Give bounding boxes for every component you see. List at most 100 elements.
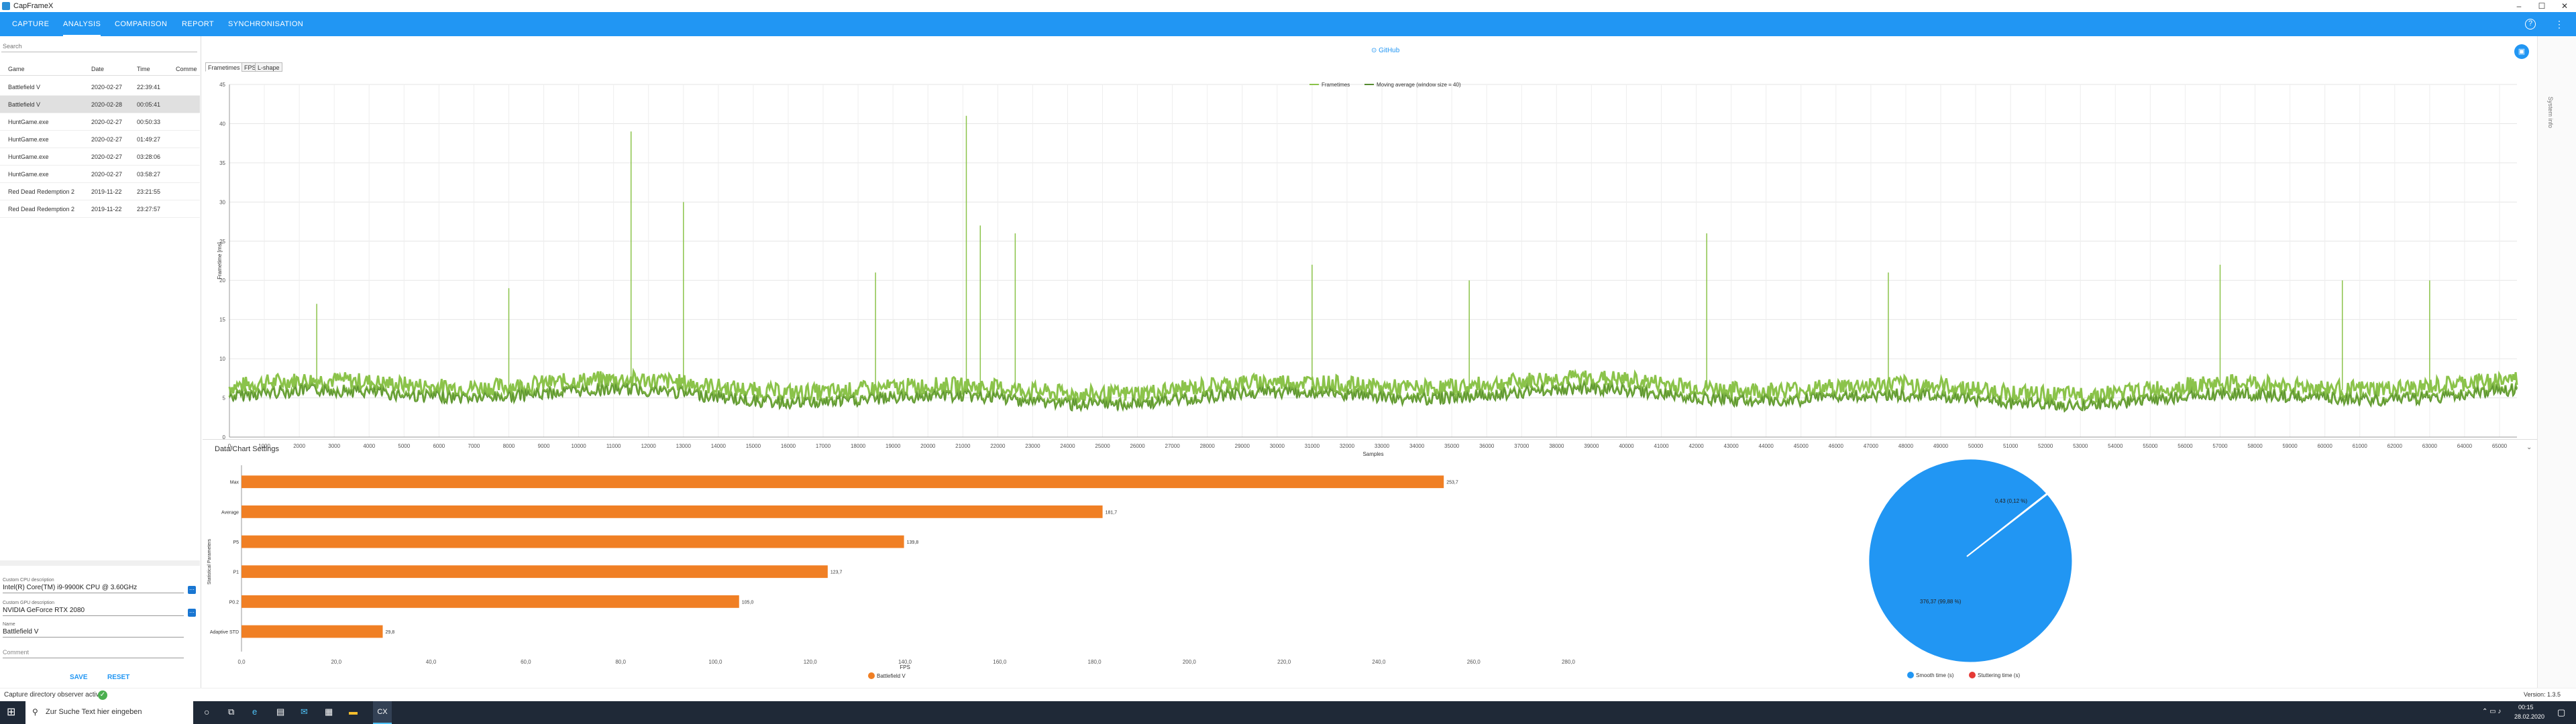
row-game: HuntGame.exe <box>8 119 49 125</box>
more-options-icon[interactable]: ⋮ <box>2555 19 2564 29</box>
y-tick-label: 15 <box>219 317 225 323</box>
analysis-panel: ⊙ GitHub ▣ Frametimes FPS L-shape 0 5 10 15… <box>203 36 2537 688</box>
gpu-options-icon[interactable]: ⋯ <box>188 609 196 617</box>
row-game: HuntGame.exe <box>8 171 49 178</box>
bar-x-axis-label: FPS <box>900 664 910 670</box>
maximize-button[interactable]: ☐ <box>2538 1 2546 11</box>
x-tick-label: 64000 <box>2457 443 2473 449</box>
github-link[interactable]: ⊙ GitHub <box>1371 47 1399 54</box>
frametime-chart[interactable]: 0 5 10 15 20 25 30 35 40 45 0 1000 2000 3000 4000 5000 6… <box>203 71 2537 467</box>
taskbar-search[interactable]: ⚲ Zur Suche Text hier eingeben <box>25 701 193 724</box>
bar-x-tick-label: 20,0 <box>331 659 341 665</box>
x-tick-label: 8000 <box>503 443 515 449</box>
cortana-icon[interactable]: ○ <box>204 707 210 717</box>
notification-icon[interactable]: ▢ <box>2557 707 2566 717</box>
x-tick-label: 24000 <box>1060 443 1075 449</box>
x-tick-label: 0 <box>228 443 231 449</box>
table-row[interactable]: Red Dead Redemption 2 2019-11-22 23:27:5… <box>0 200 200 218</box>
store-icon[interactable]: ▤ <box>276 707 285 717</box>
clock-time: 00:15 <box>2518 704 2534 711</box>
app-icon-pinned[interactable]: ▦ <box>325 707 333 717</box>
capframex-taskbar-icon[interactable]: CX <box>373 701 392 724</box>
table-row[interactable]: Red Dead Redemption 2 2019-11-22 23:21:5… <box>0 183 200 200</box>
column-comment[interactable]: Comme <box>176 66 197 72</box>
x-tick-label: 11000 <box>606 443 621 449</box>
screenshot-icon[interactable]: ▣ <box>2514 44 2529 59</box>
tab-capture[interactable]: CAPTURE <box>12 20 50 28</box>
windows-start-icon[interactable]: ⊞ <box>7 707 16 718</box>
column-date[interactable]: Date <box>91 66 105 72</box>
cpu-options-icon[interactable]: ⋯ <box>188 586 196 594</box>
bar-category-label: P5 <box>233 540 239 545</box>
cpu-description-field[interactable]: Intel(R) Core(TM) i9-9900K CPU @ 3.60GHz <box>3 584 184 593</box>
minimize-button[interactable]: – <box>2516 1 2522 11</box>
x-tick-label: 7000 <box>468 443 480 449</box>
x-tick-label: 18000 <box>851 443 866 449</box>
y-tick-label: 5 <box>223 396 226 402</box>
x-tick-label: 2000 <box>293 443 305 449</box>
chart-settings-header[interactable]: Data/Chart Settings <box>215 445 279 453</box>
table-row[interactable]: HuntGame.exe 2020-02-27 03:58:27 <box>0 166 200 183</box>
pie-legend-swatch <box>1907 672 1914 678</box>
tab-comparison[interactable]: COMPARISON <box>115 20 168 28</box>
row-game: Battlefield V <box>8 84 41 90</box>
x-tick-label: 25000 <box>1095 443 1110 449</box>
bar-x-tick-label: 160,0 <box>993 659 1007 665</box>
x-tick-label: 28000 <box>1200 443 1216 449</box>
table-row[interactable]: HuntGame.exe 2020-02-27 03:28:06 <box>0 148 200 166</box>
legend-moving-average: Moving average (window size = 40) <box>1377 82 1461 88</box>
column-time[interactable]: Time <box>137 66 150 72</box>
x-tick-label: 42000 <box>1688 443 1704 449</box>
bar-category-label: P1 <box>233 570 239 575</box>
os-taskbar: ⊞ ⚲ Zur Suche Text hier eingeben ○ ⧉ e ▤… <box>0 701 2576 724</box>
x-tick-label: 3000 <box>328 443 340 449</box>
save-button[interactable]: SAVE <box>70 674 88 681</box>
window-title: CapFrameX <box>13 2 54 10</box>
table-row[interactable]: Battlefield V 2020-02-28 00:05:41 <box>0 96 200 113</box>
x-tick-label: 13000 <box>676 443 692 449</box>
tray-icons[interactable]: ⌃ ▭ ♪ <box>2482 708 2502 715</box>
folder-icon[interactable]: ▬ <box>349 707 358 717</box>
bar-x-tick-label: 200,0 <box>1183 659 1197 665</box>
x-tick-label: 44000 <box>1759 443 1774 449</box>
row-time: 23:27:57 <box>137 206 161 213</box>
help-icon[interactable]: ? <box>2525 19 2536 29</box>
bar-x-tick-label: 60,0 <box>521 659 531 665</box>
x-tick-label: 43000 <box>1724 443 1739 449</box>
y-tick-label: 20 <box>219 278 225 284</box>
row-game: HuntGame.exe <box>8 154 49 160</box>
mail-icon[interactable]: ✉ <box>301 707 308 717</box>
tab-report[interactable]: REPORT <box>182 20 215 28</box>
stutter-pie-chart[interactable]: 376,37 (99,88 %) 0,43 (0,12 %) Smooth time… <box>1833 459 2101 686</box>
row-game: Red Dead Redemption 2 <box>8 188 75 195</box>
chevron-down-icon[interactable]: ⌄ <box>2526 444 2532 451</box>
bar-value-label: 139,8 <box>907 540 919 545</box>
x-tick-label: 9000 <box>538 443 550 449</box>
tab-frametimes[interactable]: Frametimes <box>205 62 243 72</box>
gpu-description-field[interactable]: NVIDIA GeForce RTX 2080 <box>3 607 184 616</box>
taskbar-search-placeholder: Zur Suche Text hier eingeben <box>46 708 142 716</box>
task-view-icon[interactable]: ⧉ <box>228 707 235 717</box>
x-tick-label: 12000 <box>641 443 657 449</box>
statistics-bar-chart[interactable]: 0,0 20,0 40,0 60,0 80,0 100,0 120,0 140,0 160,0 1… <box>203 459 1746 686</box>
edge-icon[interactable]: e <box>252 707 258 717</box>
name-field[interactable]: Battlefield V <box>3 628 184 638</box>
column-game[interactable]: Game <box>8 66 25 72</box>
tab-lshape[interactable]: L-shape <box>255 62 282 72</box>
reset-button[interactable]: RESET <box>107 674 130 681</box>
search-input[interactable] <box>1 40 197 52</box>
bar-x-tick-label: 240,0 <box>1372 659 1386 665</box>
tab-analysis[interactable]: ANALYSIS <box>63 12 101 36</box>
bar <box>241 625 383 638</box>
comment-field[interactable]: Comment <box>3 649 184 658</box>
table-row[interactable]: Battlefield V 2020-02-27 22:39:41 <box>0 78 200 96</box>
system-info-panel[interactable]: System info <box>2537 36 2576 688</box>
pie-slice-label: 0,43 (0,12 %) <box>1995 498 2027 504</box>
tab-synchronisation[interactable]: SYNCHRONISATION <box>228 20 304 28</box>
bar-x-tick-label: 260,0 <box>1467 659 1481 665</box>
table-row[interactable]: HuntGame.exe 2020-02-27 00:50:33 <box>0 113 200 131</box>
close-button[interactable]: ✕ <box>2561 1 2569 11</box>
horizontal-scrollbar[interactable] <box>0 560 200 566</box>
table-row[interactable]: HuntGame.exe 2020-02-27 01:49:27 <box>0 131 200 148</box>
y-tick-label: 0 <box>223 434 226 440</box>
